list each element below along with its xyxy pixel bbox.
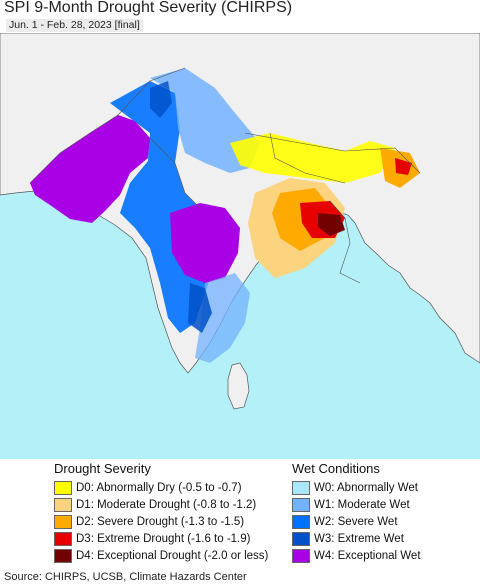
legend-label-d1: D1: Moderate Drought (-0.8 to -1.2)	[76, 498, 257, 511]
date-range-subtitle: Jun. 1 - Feb. 28, 2023 [final]	[6, 19, 143, 32]
northeast-d0	[230, 133, 395, 183]
legend-item-w1: W1: Moderate Wet	[292, 496, 421, 513]
swatch-d4	[54, 548, 72, 563]
south-india-extreme-wet	[188, 283, 212, 333]
legend-label-w3: W3: Extreme Wet	[314, 532, 404, 545]
legend-item-w3: W3: Extreme Wet	[292, 530, 421, 547]
legend-label-d0: D0: Abnormally Dry (-0.5 to -0.7)	[76, 481, 242, 494]
drought-legend-title: Drought Severity	[54, 461, 151, 476]
legend-item-d0: D0: Abnormally Dry (-0.5 to -0.7)	[54, 479, 268, 496]
legend-item-d4: D4: Exceptional Drought (-2.0 or less)	[54, 547, 268, 564]
central-india-wet-zone	[170, 203, 240, 283]
bengal-d4	[318, 213, 345, 236]
legend-label-d4: D4: Exceptional Drought (-2.0 or less)	[76, 549, 269, 562]
legend-label-w2: W2: Severe Wet	[314, 515, 398, 528]
legend-item-d3: D3: Extreme Drought (-1.6 to -1.9)	[54, 530, 268, 547]
north-extreme-wet	[150, 81, 172, 118]
swatch-d1	[54, 497, 72, 512]
legend-label-d3: D3: Extreme Drought (-1.6 to -1.9)	[76, 532, 251, 545]
legend-label-w0: W0: Abnormally Wet	[314, 481, 418, 494]
legend-item-w2: W2: Severe Wet	[292, 513, 421, 530]
swatch-d0	[54, 480, 72, 495]
swatch-w0	[292, 480, 310, 495]
northeast-d3	[395, 158, 412, 175]
swatch-w2	[292, 514, 310, 529]
wet-legend-title: Wet Conditions	[292, 461, 380, 476]
swatch-d2	[54, 514, 72, 529]
legend: Drought Severity D0: Abnormally Dry (-0.…	[0, 461, 480, 571]
legend-label-d2: D2: Severe Drought (-1.3 to -1.5)	[76, 515, 245, 528]
sri-lanka	[227, 362, 250, 410]
legend-label-w4: W4: Exceptional Wet	[314, 549, 421, 562]
pakistan-wet-zone	[30, 115, 150, 223]
legend-item-w0: W0: Abnormally Wet	[292, 479, 421, 496]
swatch-d3	[54, 531, 72, 546]
drought-legend: Drought Severity D0: Abnormally Dry (-0.…	[54, 461, 268, 564]
legend-item-d2: D2: Severe Drought (-1.3 to -1.5)	[54, 513, 268, 530]
country-borders	[29, 67, 421, 284]
source-footer: Source: CHIRPS, UCSB, Climate Hazards Ce…	[4, 571, 247, 583]
swatch-w4	[292, 548, 310, 563]
wet-legend: Wet Conditions W0: Abnormally Wet W1: Mo…	[292, 461, 421, 564]
peninsula-moderate-wet	[195, 273, 250, 363]
swatch-w1	[292, 497, 310, 512]
legend-label-w1: W1: Moderate Wet	[314, 498, 410, 511]
legend-item-w4: W4: Exceptional Wet	[292, 547, 421, 564]
drought-map	[0, 33, 480, 459]
legend-item-d1: D1: Moderate Drought (-0.8 to -1.2)	[54, 496, 268, 513]
swatch-w3	[292, 531, 310, 546]
map-title: SPI 9-Month Drought Severity (CHIRPS)	[4, 0, 293, 16]
